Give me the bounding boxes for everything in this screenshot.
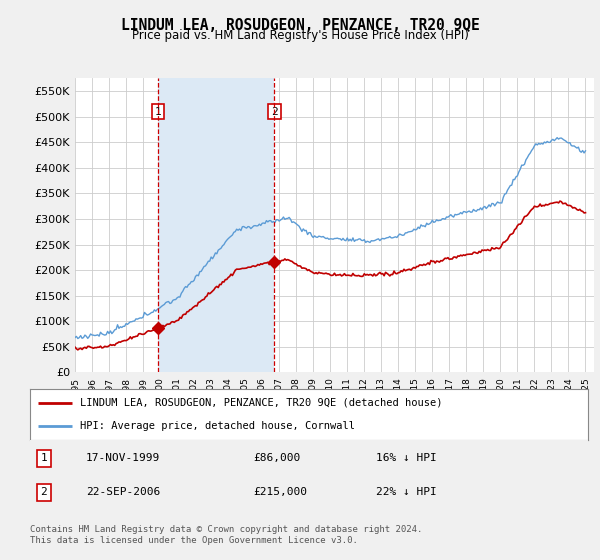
Text: LINDUM LEA, ROSUDGEON, PENZANCE, TR20 9QE: LINDUM LEA, ROSUDGEON, PENZANCE, TR20 9Q… (121, 18, 479, 33)
Text: 16% ↓ HPI: 16% ↓ HPI (376, 453, 437, 463)
Text: 1: 1 (41, 453, 47, 463)
Text: Price paid vs. HM Land Registry's House Price Index (HPI): Price paid vs. HM Land Registry's House … (131, 29, 469, 42)
Text: 2: 2 (271, 106, 278, 116)
Text: 2: 2 (41, 487, 47, 497)
Text: HPI: Average price, detached house, Cornwall: HPI: Average price, detached house, Corn… (80, 421, 355, 431)
Text: £215,000: £215,000 (253, 487, 307, 497)
Text: 22% ↓ HPI: 22% ↓ HPI (376, 487, 437, 497)
Text: LINDUM LEA, ROSUDGEON, PENZANCE, TR20 9QE (detached house): LINDUM LEA, ROSUDGEON, PENZANCE, TR20 9Q… (80, 398, 443, 408)
Text: 22-SEP-2006: 22-SEP-2006 (86, 487, 160, 497)
Text: 1: 1 (155, 106, 161, 116)
Text: Contains HM Land Registry data © Crown copyright and database right 2024.
This d: Contains HM Land Registry data © Crown c… (30, 525, 422, 545)
Text: £86,000: £86,000 (253, 453, 301, 463)
Bar (158, 78, 274, 372)
Text: 17-NOV-1999: 17-NOV-1999 (86, 453, 160, 463)
